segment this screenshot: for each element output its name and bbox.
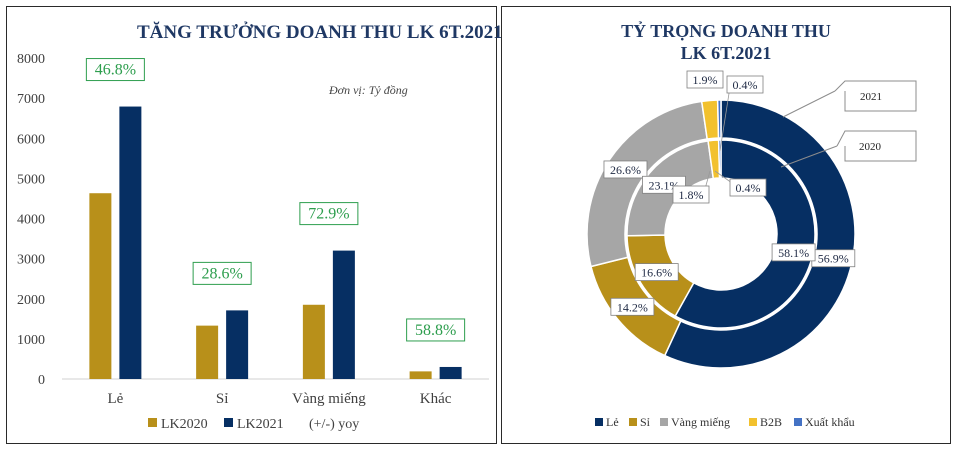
slice-2021-le [663,99,856,369]
yoy-label: 58.8% [415,322,456,339]
legend-swatch-b2b [749,418,757,426]
slice-label-2021-si: 14.2% [617,300,648,314]
legend-label-vang-mieng: Vàng miếng [671,415,730,429]
y-tick-label: 3000 [17,253,45,268]
x-category-label: Lẻ [107,391,123,407]
x-category-label: Sỉ [216,391,229,407]
bar-lk2021-2 [332,250,355,379]
revenue-growth-chart-panel: TĂNG TRƯỞNG DOANH THU LK 6T.2021 Đơn vị:… [6,6,503,444]
yoy-label: 72.9% [308,206,349,223]
callout-box-2021 [834,80,917,112]
legend-swatch-vang-mieng [660,418,668,426]
slice-label-box [729,178,767,197]
slice-label-2020-le: 58.1% [778,246,809,260]
donut-title-line-2: LK 6T.2021 [680,43,772,63]
yoy-label-box [192,261,252,285]
legend-label-le: Lẻ [606,415,619,429]
slice-label-box [726,75,764,94]
leader-xuat-2021 [719,86,731,152]
slice-label-box [771,243,816,262]
slice-label-box [672,185,710,204]
bar-lk2020-2 [302,304,325,379]
slice-2021-xuat-khau [716,99,722,139]
ring-callouts: 2021 2020 [704,80,917,190]
y-tick-label: 2000 [17,293,45,308]
bar-lk2020-3 [409,371,432,379]
slice-label-box [634,263,679,281]
donut-legend: Lẻ Sỉ Vàng miếng B2B Xuất khẩu [595,415,855,429]
callout-box-2020 [836,130,917,162]
bar-lk2020-0 [89,193,112,379]
callout-line-2021 [782,90,836,118]
y-tick-label: 1000 [17,333,45,348]
bar-lk2021-1 [226,310,249,379]
legend-label-b2b: B2B [760,415,782,429]
legend-label-lk2021: LK2021 [237,417,284,432]
bar-lk2021-3 [439,366,462,379]
bar-chart-title: TĂNG TRƯỞNG DOANH THU LK 6T.2021 [137,22,503,43]
yoy-label-box [299,202,359,226]
legend-label-lk2020: LK2020 [161,417,208,432]
legend-swatch-si [629,418,637,426]
slice-label-2020-si: 16.6% [641,266,672,280]
bar-chart: Đơn vị: Tỷ đồng 0 1000 2000 3000 4000 5000 600… [17,52,489,432]
donut-chart-title: TỶ TRỌNG DOANH THU LK 6T.2021 [502,20,950,64]
ring-tag-2020: 2020 [859,141,882,153]
legend-swatch-lk2021 [224,418,233,427]
donut-title-line-1: TỶ TRỌNG DOANH THU [621,21,831,41]
y-tick-label: 7000 [17,92,45,107]
unit-note: Đơn vị: Tỷ đồng [328,83,408,97]
donut-chart: 2021 2020 56.9% 14.2% 26.6% 1.9% 0.4% 58.1% 16… [586,70,917,429]
y-tick-label: 6000 [17,132,45,147]
bar-lk2020-1 [196,325,219,379]
y-tick-label: 0 [38,373,45,388]
y-tick-label: 4000 [17,213,45,228]
yoy-label: 28.6% [201,265,242,282]
yoy-label-box [406,318,466,342]
slice-label-box [686,70,724,89]
bar-lk2021-0 [119,106,142,380]
slice-label-2020-b2b: 1.8% [679,188,704,202]
ring-tag-2021: 2021 [860,91,882,103]
x-category-label: Khác [420,391,452,407]
legend-swatch-lk2020 [148,418,157,427]
x-category-label: Vàng miếng [292,391,366,407]
legend-label-xuat-khau: Xuất khẩu [805,415,855,429]
slice-label-box [610,297,655,316]
slice-label-2021-vang-mieng: 26.6% [610,163,641,177]
bar-legend: LK2020 LK2021 (+/-) yoy [148,417,359,432]
leader-xuat-2020 [714,170,733,184]
revenue-share-chart-panel: TỶ TRỌNG DOANH THU LK 6T.2021 2021 2020 … [501,6,951,444]
slice-label-2021-xuat-khau: 0.4% [733,78,758,92]
legend-swatch-xuat-khau [794,418,802,426]
callout-line-2020 [780,145,838,168]
slice-label-2020-vang-mieng: 23.1% [648,178,679,192]
slice-label-2021-le: 56.9% [818,252,849,266]
yoy-label-box [85,58,145,82]
slice-label-box [603,160,648,179]
legend-label-yoy: (+/-) yoy [309,417,359,432]
slice-label-2020-xuat-khau: 0.4% [736,181,761,195]
slice-2020-le [674,139,816,329]
legend-swatch-le [595,418,603,426]
slice-label-2021-b2b: 1.9% [693,73,718,87]
y-tick-label: 5000 [17,172,45,187]
legend-label-si: Sỉ [640,415,651,429]
y-tick-label: 8000 [17,52,45,67]
yoy-label: 46.8% [95,62,136,79]
